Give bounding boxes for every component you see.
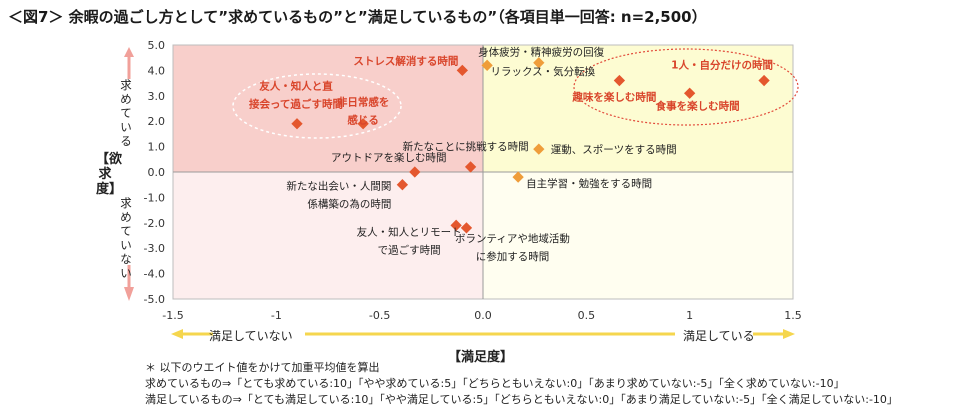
point-label: 身体疲労・精神疲労の回復 (478, 45, 604, 58)
point-label: 自主学習・勉強をする時間 (526, 177, 652, 190)
x-arrow-head-left (171, 329, 183, 339)
y-tick-label: -2.0 (144, 217, 165, 230)
quadrant-top-right (483, 45, 793, 172)
point-label: 友人・知人と直接会って過ごす時間 (249, 80, 343, 111)
highlight-ellipse-left (232, 73, 402, 139)
y-axis-title: 【欲求度】 (96, 152, 123, 197)
y-tick-label: 2.0 (148, 115, 166, 128)
x-tick-label: -1 (271, 309, 282, 322)
data-point (409, 166, 421, 178)
quadrant-bottom-left (173, 172, 483, 299)
y-arrow-shaft-bottom (127, 265, 131, 287)
y-tick-label: 0.0 (148, 166, 166, 179)
y-tick-label: -3.0 (144, 242, 165, 255)
point-label: 非日常感を感じる (337, 96, 390, 127)
quadrant-bottom-right (483, 172, 793, 299)
quadrant-backgrounds (173, 45, 793, 299)
y-arrow-head-down (124, 287, 134, 301)
data-point (464, 161, 477, 173)
point-label: 運動、スポーツをする時間 (551, 143, 677, 156)
point-label: リラックス・気分転換 (490, 65, 595, 78)
x-tick-label: -0.5 (369, 309, 390, 322)
data-point (450, 219, 462, 231)
data-point (396, 179, 409, 191)
axes (172, 44, 794, 300)
y-tick-label: 4.0 (148, 64, 166, 77)
y-tick-label: 1.0 (148, 141, 166, 154)
highlight-ellipse-right (573, 48, 799, 126)
point-label: 食事を楽しむ時間 (655, 99, 740, 112)
x-tick-label: 0.5 (578, 309, 596, 322)
y-tick-label: -5.0 (144, 293, 165, 306)
x-tick-label: -1.5 (162, 309, 183, 322)
x-arrow-head-right (783, 329, 795, 339)
x-tick-label: 1 (686, 309, 693, 322)
x-axis-left-label: 満足していない (209, 329, 293, 343)
data-point (512, 171, 524, 183)
highlight-ellipses (232, 48, 799, 139)
y-tick-label: -4.0 (144, 268, 165, 281)
y-axis-top-label: 求めている (120, 78, 132, 148)
point-label: アウトドアを楽しむ時間 (331, 151, 447, 164)
x-axis-title: 【満足度】 (448, 350, 514, 365)
x-arrow-shaft-left (183, 332, 213, 336)
point-label: 友人・知人とリモートで過ごす時間 (357, 225, 462, 256)
point-label: 新たなことに挑戦する時間 (403, 140, 529, 153)
data-point (533, 143, 545, 155)
x-arrow-shaft-right (753, 332, 783, 336)
y-tick-label: 5.0 (148, 39, 166, 52)
note-line: 求めているもの⇒「とても求めている:10」「やや求めている:5」「どちらともいえ… (145, 377, 845, 390)
x-tick-label: 0.0 (474, 309, 492, 322)
data-point (460, 222, 473, 234)
page-title: ＜図7＞ 余暇の過ごし方として”求めているもの”と”満足しているもの”（各項目単… (8, 8, 707, 26)
x-tick-label: 1.5 (784, 309, 802, 322)
x-axis-right-label: 満足している (683, 329, 755, 343)
point-label: ストレス解消する時間 (353, 54, 458, 67)
note-line: ＊ 以下のウエイト値をかけて加重平均値を算出 (145, 361, 380, 374)
quadrant-top-left (173, 45, 483, 172)
point-label: 趣味を楽しむ時間 (571, 91, 656, 104)
point-label: 1人・自分だけの時間 (671, 59, 773, 72)
y-tick-label: 3.0 (148, 90, 166, 103)
y-axis-bottom-label: 求めていない (120, 196, 132, 280)
y-arrow-shaft-top (127, 57, 131, 79)
point-label: ボランティアや地域活動に参加する時間 (455, 232, 570, 263)
x-arrow-shaft-middle (305, 332, 675, 336)
tick-labels: 5.0 4.0 3.0 2.0 1.0 0.0 -1.0 -2.0 -3.0 -4.0 -5.0 -1… (144, 39, 802, 322)
axis-arrows (124, 47, 795, 339)
y-arrow-head-up (124, 47, 134, 57)
point-label: 新たな出会い・人間関係構築の為の時間 (286, 180, 391, 211)
note-line: 満足しているもの⇒「とても満足している:10」「やや満足している:5」「どちらと… (145, 393, 898, 406)
y-tick-label: -1.0 (144, 191, 165, 204)
